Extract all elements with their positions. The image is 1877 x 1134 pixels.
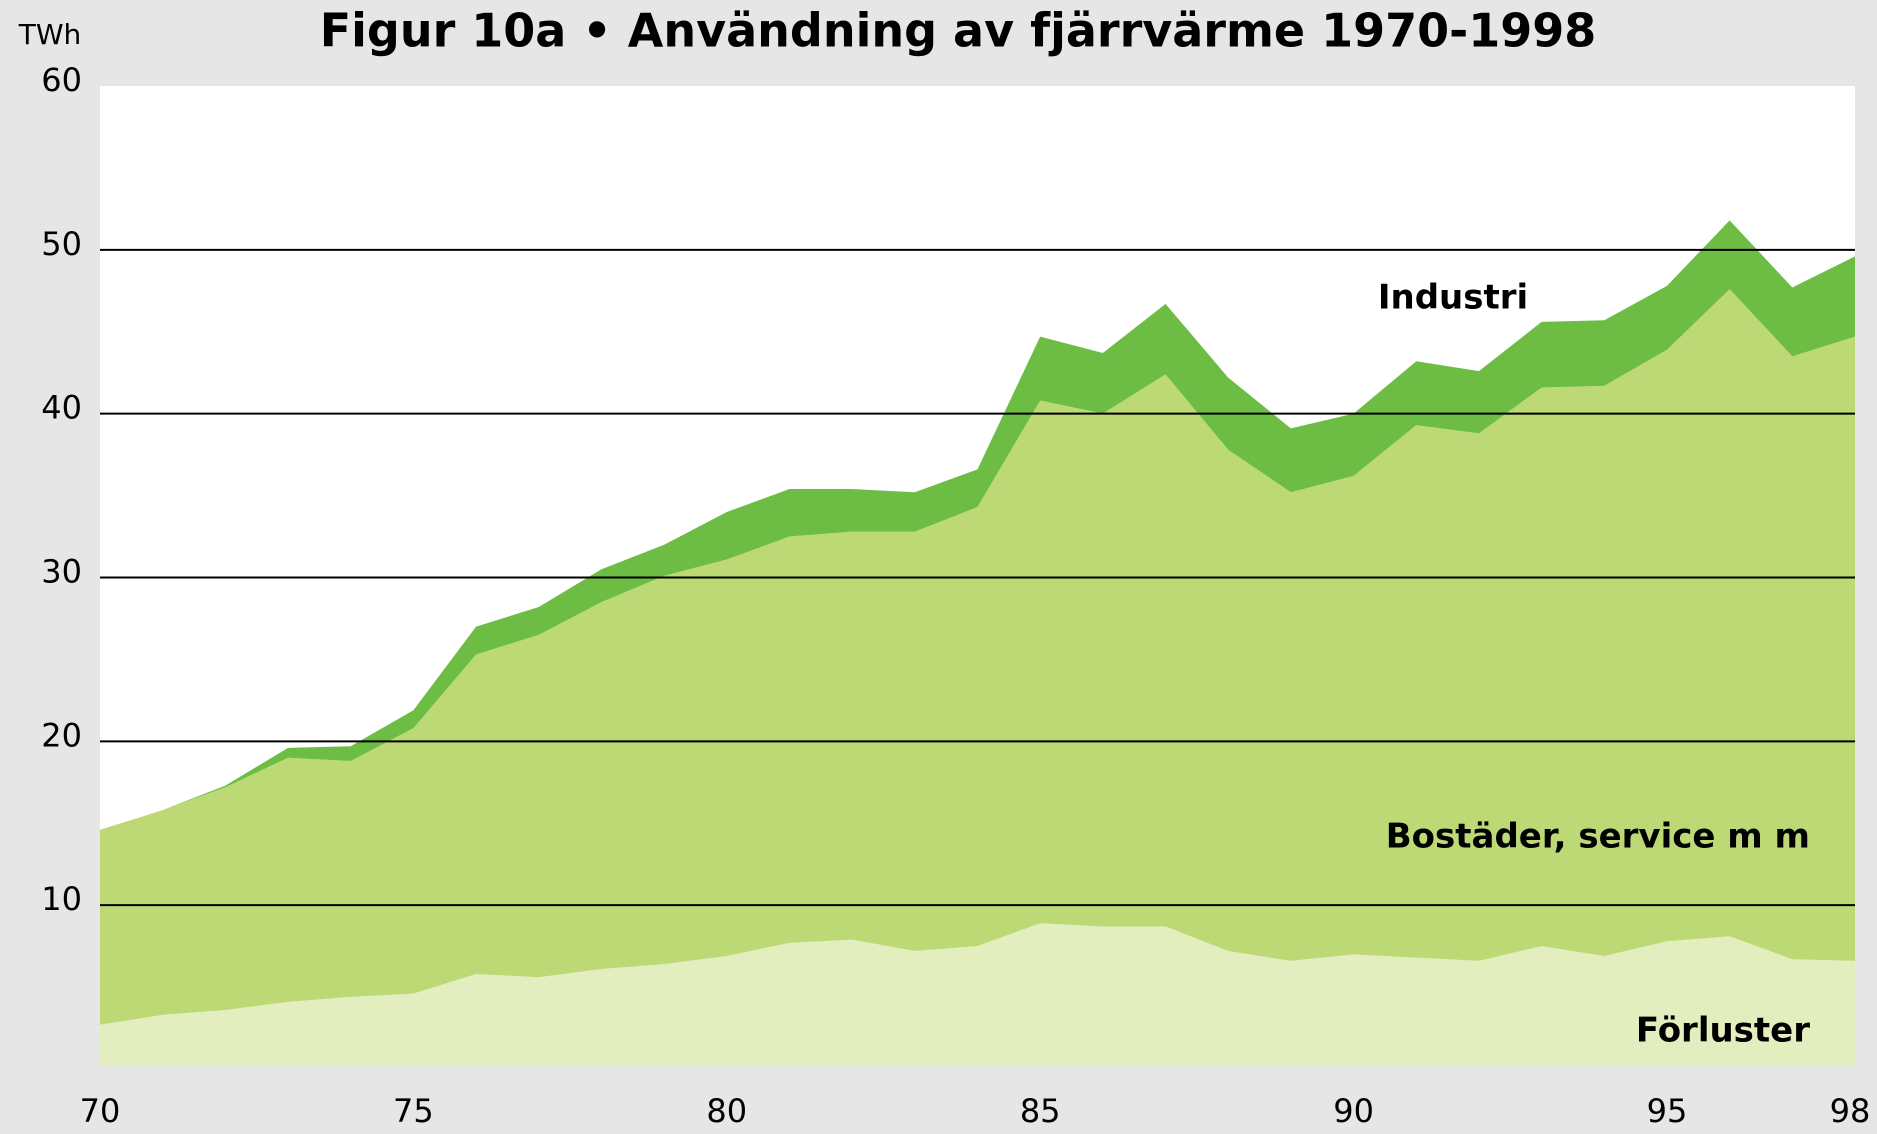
x-tick-label: 80	[706, 1092, 747, 1130]
area	[100, 220, 1855, 830]
y-tick-label: 10	[41, 880, 82, 918]
series-label: Förluster	[1636, 1011, 1810, 1051]
series-label: Industri	[1378, 278, 1528, 318]
x-tick-label: 95	[1647, 1092, 1688, 1130]
chart-title: Figur 10a • Användning av fjärrvärme 197…	[320, 4, 1597, 58]
y-tick-label: 30	[41, 553, 82, 591]
y-tick-label: 60	[41, 61, 82, 99]
area	[100, 923, 1855, 1066]
y-tick-label: 20	[41, 716, 82, 754]
y-tick-label: 40	[41, 389, 82, 427]
x-tick-label: 90	[1333, 1092, 1374, 1130]
x-tick-label: 85	[1020, 1092, 1061, 1130]
x-tick-label: 75	[393, 1092, 434, 1130]
series-label: Bostäder, service m m	[1386, 817, 1810, 857]
area	[100, 289, 1855, 1025]
y-tick-label: 50	[41, 225, 82, 263]
x-tick-label: 70	[80, 1092, 121, 1130]
x-tick-label: 98	[1830, 1092, 1871, 1130]
y-axis-label: TWh	[18, 18, 82, 51]
